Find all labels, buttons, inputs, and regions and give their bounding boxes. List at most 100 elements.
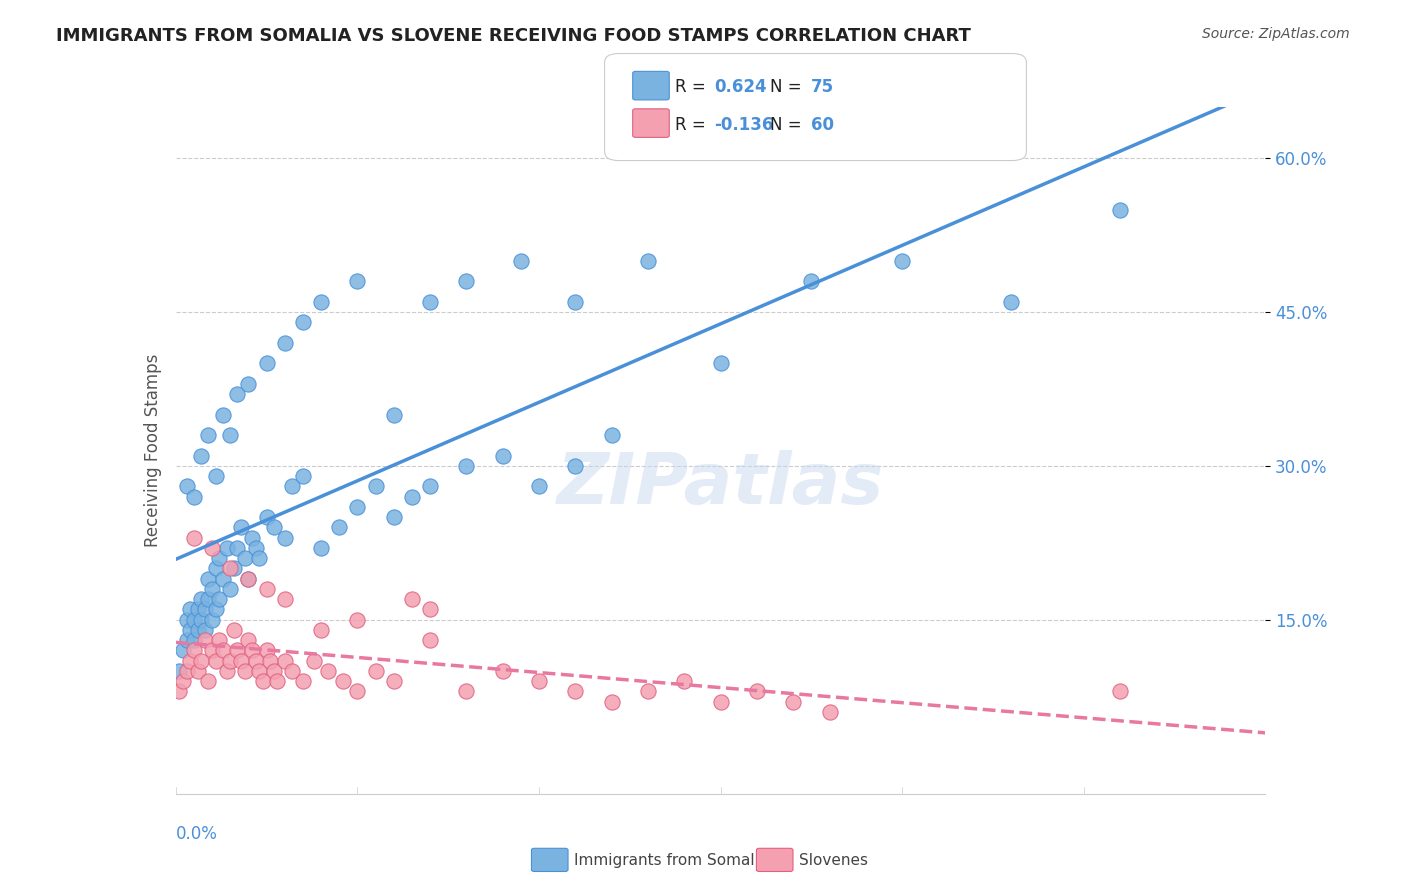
Point: [745, 684, 768, 698]
Point: [346, 274, 368, 288]
Point: [169, 684, 191, 698]
Point: [263, 664, 285, 678]
Point: [637, 684, 659, 698]
Point: [233, 664, 256, 678]
Point: [302, 654, 325, 668]
Point: [233, 551, 256, 566]
Text: 60: 60: [811, 116, 834, 134]
Point: [266, 674, 288, 689]
Point: [219, 428, 242, 442]
Point: [194, 623, 217, 637]
Point: [201, 541, 224, 555]
Point: [1109, 202, 1132, 217]
Point: [318, 664, 340, 678]
Point: [231, 654, 253, 668]
Point: [172, 643, 194, 657]
Point: [492, 664, 515, 678]
Point: [492, 449, 515, 463]
Point: [169, 664, 191, 678]
Point: [456, 458, 478, 473]
Point: [204, 469, 226, 483]
Point: [364, 479, 387, 493]
Text: N =: N =: [770, 78, 807, 96]
Point: [219, 582, 242, 596]
Point: [256, 582, 278, 596]
Point: [231, 520, 253, 534]
Point: [332, 674, 354, 689]
Point: [245, 541, 267, 555]
Point: [190, 613, 212, 627]
Point: [226, 643, 249, 657]
Text: R =: R =: [675, 116, 711, 134]
Point: [263, 520, 285, 534]
Point: [509, 253, 531, 268]
Point: [291, 469, 314, 483]
Point: [281, 664, 304, 678]
Point: [219, 654, 242, 668]
Text: Immigrants from Somalia: Immigrants from Somalia: [574, 854, 768, 868]
Point: [212, 572, 235, 586]
Point: [256, 643, 278, 657]
Point: [1109, 684, 1132, 698]
Point: [673, 674, 696, 689]
Point: [176, 664, 198, 678]
Point: [274, 654, 297, 668]
Point: [226, 387, 249, 401]
Point: [346, 500, 368, 514]
Point: [527, 479, 550, 493]
Point: [240, 531, 263, 545]
Point: [201, 643, 224, 657]
Point: [240, 643, 263, 657]
Point: [190, 592, 212, 607]
Text: Source: ZipAtlas.com: Source: ZipAtlas.com: [1202, 27, 1350, 41]
Point: [186, 623, 209, 637]
Point: [419, 602, 441, 616]
Point: [215, 664, 238, 678]
Point: [291, 674, 314, 689]
Point: [212, 643, 235, 657]
Point: [328, 520, 350, 534]
Point: [183, 643, 205, 657]
Point: [208, 592, 231, 607]
Point: [309, 623, 332, 637]
Text: N =: N =: [770, 116, 807, 134]
Point: [238, 572, 260, 586]
Point: [194, 633, 217, 648]
Point: [274, 531, 297, 545]
Point: [564, 684, 586, 698]
Point: [401, 592, 423, 607]
Point: [197, 674, 219, 689]
Text: -0.136: -0.136: [714, 116, 773, 134]
Point: [238, 572, 260, 586]
Text: IMMIGRANTS FROM SOMALIA VS SLOVENE RECEIVING FOOD STAMPS CORRELATION CHART: IMMIGRANTS FROM SOMALIA VS SLOVENE RECEI…: [56, 27, 972, 45]
Point: [172, 674, 194, 689]
Point: [1000, 294, 1022, 309]
Point: [274, 335, 297, 350]
Point: [247, 551, 270, 566]
Point: [179, 602, 201, 616]
Y-axis label: Receiving Food Stamps: Receiving Food Stamps: [143, 354, 162, 547]
Point: [382, 408, 405, 422]
Point: [208, 633, 231, 648]
Point: [256, 356, 278, 370]
Point: [183, 531, 205, 545]
Text: Slovenes: Slovenes: [799, 854, 868, 868]
Point: [222, 561, 245, 575]
Point: [252, 674, 274, 689]
Point: [800, 274, 823, 288]
Point: [186, 602, 209, 616]
Point: [215, 541, 238, 555]
Point: [309, 294, 332, 309]
Point: [382, 674, 405, 689]
Point: [891, 253, 914, 268]
Point: [201, 582, 224, 596]
Point: [291, 315, 314, 329]
Point: [190, 449, 212, 463]
Point: [176, 613, 198, 627]
Point: [204, 602, 226, 616]
Point: [346, 613, 368, 627]
Text: 0.624: 0.624: [714, 78, 766, 96]
Point: [256, 510, 278, 524]
Point: [419, 479, 441, 493]
Point: [456, 684, 478, 698]
